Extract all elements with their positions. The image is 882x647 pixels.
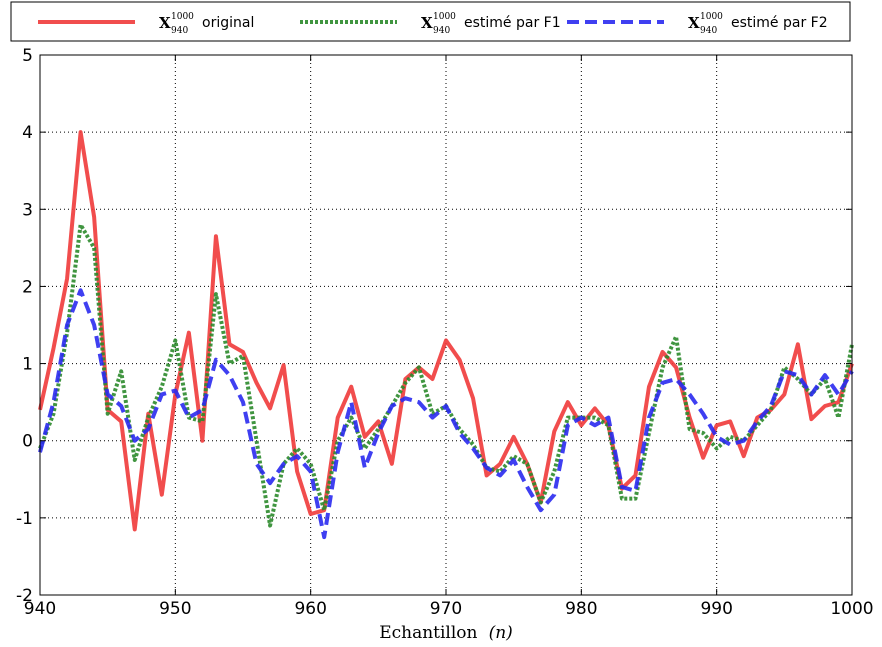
y-tick-label: -2 bbox=[16, 586, 33, 606]
grid-lines bbox=[40, 55, 852, 595]
x-tick-label: 1000 bbox=[830, 599, 873, 619]
legend-superscript: 1000 bbox=[433, 12, 456, 22]
legend-entry-2: X 1000 940 estimé par F1 bbox=[300, 12, 561, 36]
legend-subscript: 940 bbox=[433, 26, 450, 36]
axis-ticks: 940 950 960 970 980 990 1000 -2 -1 0 1 2 3 4 5 bbox=[16, 46, 874, 619]
legend-superscript: 1000 bbox=[171, 12, 194, 22]
x-tick-label: 960 bbox=[294, 599, 326, 619]
x-axis-label: Echantillon (n) bbox=[379, 623, 513, 643]
legend-entry-3: X 1000 940 estimé par F2 bbox=[567, 12, 828, 36]
y-tick-label: 2 bbox=[22, 277, 33, 297]
legend-label: estimé par F2 bbox=[731, 15, 828, 31]
legend-entry-1: X 1000 940 original bbox=[38, 12, 254, 36]
y-tick-label: 4 bbox=[22, 123, 33, 143]
y-tick-label: 1 bbox=[22, 355, 33, 375]
x-tick-label: 990 bbox=[700, 599, 732, 619]
plot-area bbox=[40, 55, 852, 595]
x-tick-label: 940 bbox=[24, 599, 56, 619]
y-tick-label: 3 bbox=[22, 200, 33, 220]
legend-symbol: X bbox=[421, 14, 433, 32]
series-line-3 bbox=[38, 288, 854, 540]
y-tick-label: 5 bbox=[22, 46, 33, 66]
y-tick-label: -1 bbox=[16, 509, 33, 529]
legend-symbol: X bbox=[688, 14, 700, 32]
x-tick-label: 950 bbox=[159, 599, 191, 619]
legend-label: original bbox=[202, 15, 254, 31]
x-tick-label: 980 bbox=[565, 599, 597, 619]
x-axis-label-math: (n) bbox=[489, 623, 513, 643]
x-tick-label: 970 bbox=[430, 599, 462, 619]
legend-superscript: 1000 bbox=[700, 12, 723, 22]
y-tick-label: 0 bbox=[22, 432, 33, 452]
legend-subscript: 940 bbox=[171, 26, 188, 36]
legend-label: estimé par F1 bbox=[464, 15, 561, 31]
legend-subscript: 940 bbox=[700, 26, 717, 36]
legend-frame bbox=[10, 1, 851, 42]
series-layer bbox=[38, 130, 854, 540]
x-axis-label-text: Echantillon bbox=[379, 623, 477, 643]
legend-symbol: X bbox=[159, 14, 171, 32]
